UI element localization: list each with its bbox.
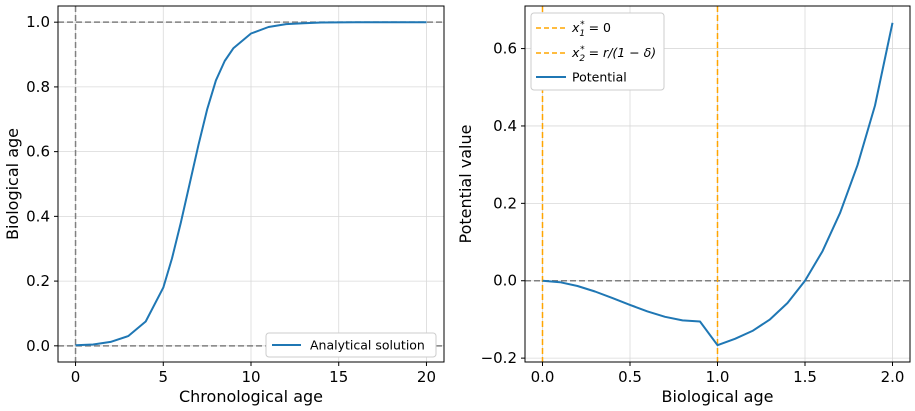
y-axis-label: Potential value (456, 125, 475, 244)
x-tick-label: 20 (417, 368, 436, 386)
y-tick-label: 0.0 (26, 337, 50, 355)
series-line-1 (75, 21, 427, 347)
legend-frame (265, 332, 437, 358)
legend-frame (530, 12, 665, 91)
y-tick-label: 1.0 (26, 13, 50, 31)
series-line-1 (542, 22, 894, 347)
legend-label-analytical: Analytical solution (310, 338, 425, 353)
legend-label-marker-2: x2* = r/(1 − δ) (571, 45, 656, 64)
chart-1: 0 5 10 15 20 0.0 0.2 0.4 0.6 0.8 1.0 Chronological … (3, 5, 445, 406)
legend-label-potential: Potential (572, 70, 627, 85)
y-tick-label: 0.4 (26, 207, 50, 225)
y-tick-label: 0.4 (493, 117, 517, 135)
legend: x1* = 0 x2* = r/(1 − δ) Potential (530, 12, 665, 91)
x-tick-label: 1.5 (793, 368, 817, 386)
y-tick-label: 0.6 (493, 40, 517, 58)
y-axis-label: Biological age (3, 128, 22, 240)
x-tick-label: 2.0 (881, 368, 905, 386)
x-tick-label: 10 (241, 368, 260, 386)
legend: Analytical solution (265, 332, 437, 358)
x-tick-label: 15 (329, 368, 348, 386)
x-tick-label: 5 (158, 368, 168, 386)
y-tick-label: 0.6 (26, 143, 50, 161)
y-tick-label: 0.0 (493, 272, 517, 290)
legend-label-marker-1: x1* = 0 (571, 20, 611, 39)
chart-2: 0.0 0.5 1.0 1.5 2.0 −0.2 0.0 0.2 0.4 0.6 Biologica… (456, 5, 911, 406)
x-tick-label: 1.0 (706, 368, 730, 386)
x-axis-label: Chronological age (179, 387, 323, 406)
x-tick-label: 0.5 (618, 368, 642, 386)
y-tick-label: 0.2 (26, 272, 50, 290)
x-axis-label: Biological age (662, 387, 774, 406)
y-tick-label: −0.2 (481, 349, 517, 367)
y-tick-label: 0.8 (26, 78, 50, 96)
x-tick-label: 0.0 (531, 368, 555, 386)
y-tick-label: 0.2 (493, 194, 517, 212)
x-tick-label: 0 (71, 368, 81, 386)
